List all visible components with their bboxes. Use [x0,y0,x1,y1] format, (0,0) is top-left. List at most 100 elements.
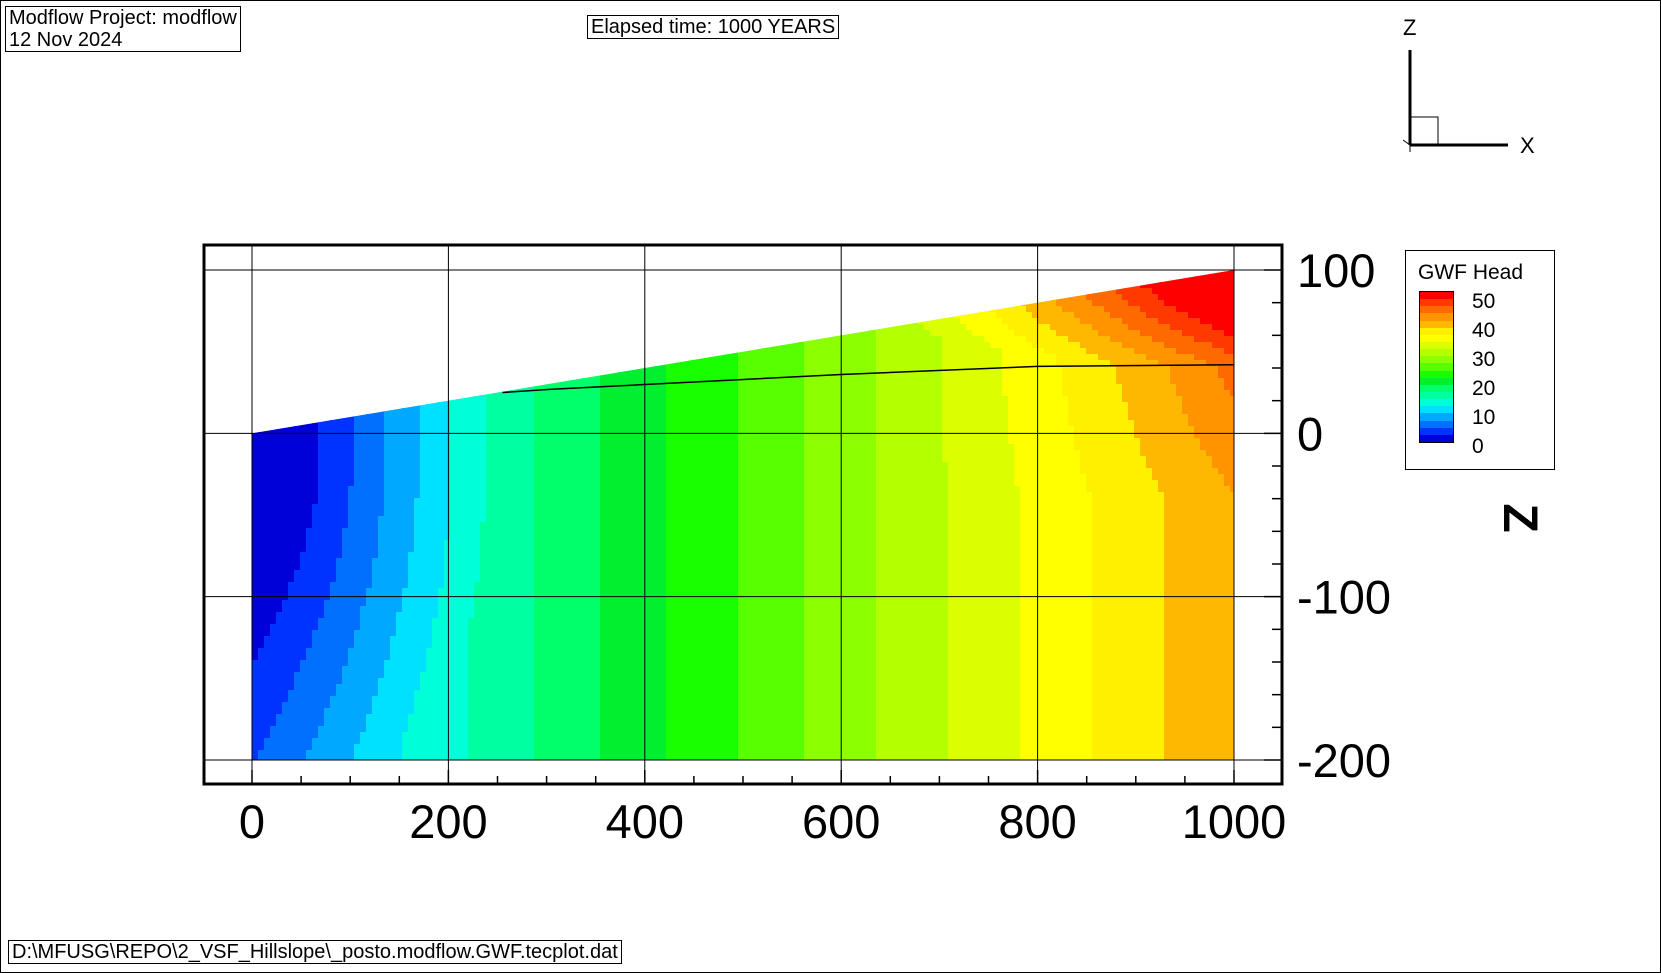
contour-cell [606,642,613,649]
contour-cell [552,420,559,427]
contour-cell [366,588,373,595]
contour-cell [378,660,385,667]
contour-cell [276,276,283,283]
contour-cell [282,384,289,391]
contour-cell [312,624,319,631]
contour-cell [576,594,583,601]
contour-cell [606,528,613,535]
contour-cell [342,636,349,643]
contour-cell [378,390,385,397]
contour-cell [594,534,601,541]
contour-cell [300,576,307,583]
contour-cell [492,720,499,727]
contour-cell [576,522,583,529]
contour-cell [498,588,505,595]
contour-cell [480,594,487,601]
contour-cell [336,324,343,331]
contour-cell [606,612,613,619]
contour-cell [576,468,583,475]
contour-cell [288,690,295,697]
contour-cell [372,552,379,559]
contour-cell [564,288,571,295]
contour-cell [486,624,493,631]
contour-cell [360,270,367,277]
contour-cell [264,420,271,427]
contour-cell [594,414,601,421]
contour-cell [414,348,421,355]
contour-cell [600,318,607,325]
contour-cell [456,366,463,373]
contour-cell [582,366,589,373]
contour-cell [360,366,367,373]
contour-cell [348,630,355,637]
contour-cell [354,378,361,385]
contour-cell [432,300,439,307]
contour-cell [570,492,577,499]
contour-cell [498,642,505,649]
contour-cell [546,396,553,403]
contour-cell [354,288,361,295]
contour-cell [366,522,373,529]
contour-cell [546,366,553,373]
contour-cell [306,606,313,613]
contour-cell [354,690,361,697]
contour-cell [432,438,439,445]
contour-cell [438,588,445,595]
contour-cell [360,618,367,625]
contour-cell [540,462,547,469]
contour-cell [588,432,595,439]
contour-cell [318,348,325,355]
contour-cell [306,714,313,721]
contour-cell [300,330,307,337]
contour-cell [306,276,313,283]
contour-cell [252,696,259,703]
contour-cell [366,306,373,313]
contour-cell [456,492,463,499]
contour-cell [396,498,403,505]
contour-cell [264,738,271,745]
contour-cell [402,612,409,619]
contour-cell [396,342,403,349]
contour-cell [366,636,373,643]
contour-cell [504,498,511,505]
contour-cell [504,360,511,367]
contour-cell [276,450,283,457]
contour-cell [540,360,547,367]
contour-cell [408,576,415,583]
contour-cell [594,426,601,433]
contour-cell [282,408,289,415]
contour-cell [282,456,289,463]
contour-cell [294,372,301,379]
contour-cell [306,390,313,397]
contour-cell [492,552,499,559]
contour-cell [306,324,313,331]
contour-cell [258,444,265,451]
contour-cell [498,576,505,583]
contour-cell [366,642,373,649]
contour-cell [570,348,577,355]
contour-cell [372,648,379,655]
contour-cell [558,336,565,343]
contour-cell [414,336,421,343]
contour-cell [534,654,541,661]
contour-cell [258,270,265,277]
contour-cell [516,654,523,661]
contour-cell [252,756,259,760]
contour-cell [606,534,613,541]
contour-cell [378,600,385,607]
contour-cell [276,600,283,607]
contour-cell [468,702,475,709]
contour-cell [582,558,589,565]
contour-cell [384,498,391,505]
contour-cell [324,540,331,547]
contour-cell [432,552,439,559]
contour-cell [510,456,517,463]
contour-cell [606,312,613,319]
contour-cell [582,390,589,397]
contour-cell [252,558,259,565]
contour-cell [606,396,613,403]
contour-cell [486,606,493,613]
contour-cell [468,450,475,457]
contour-cell [336,450,343,457]
